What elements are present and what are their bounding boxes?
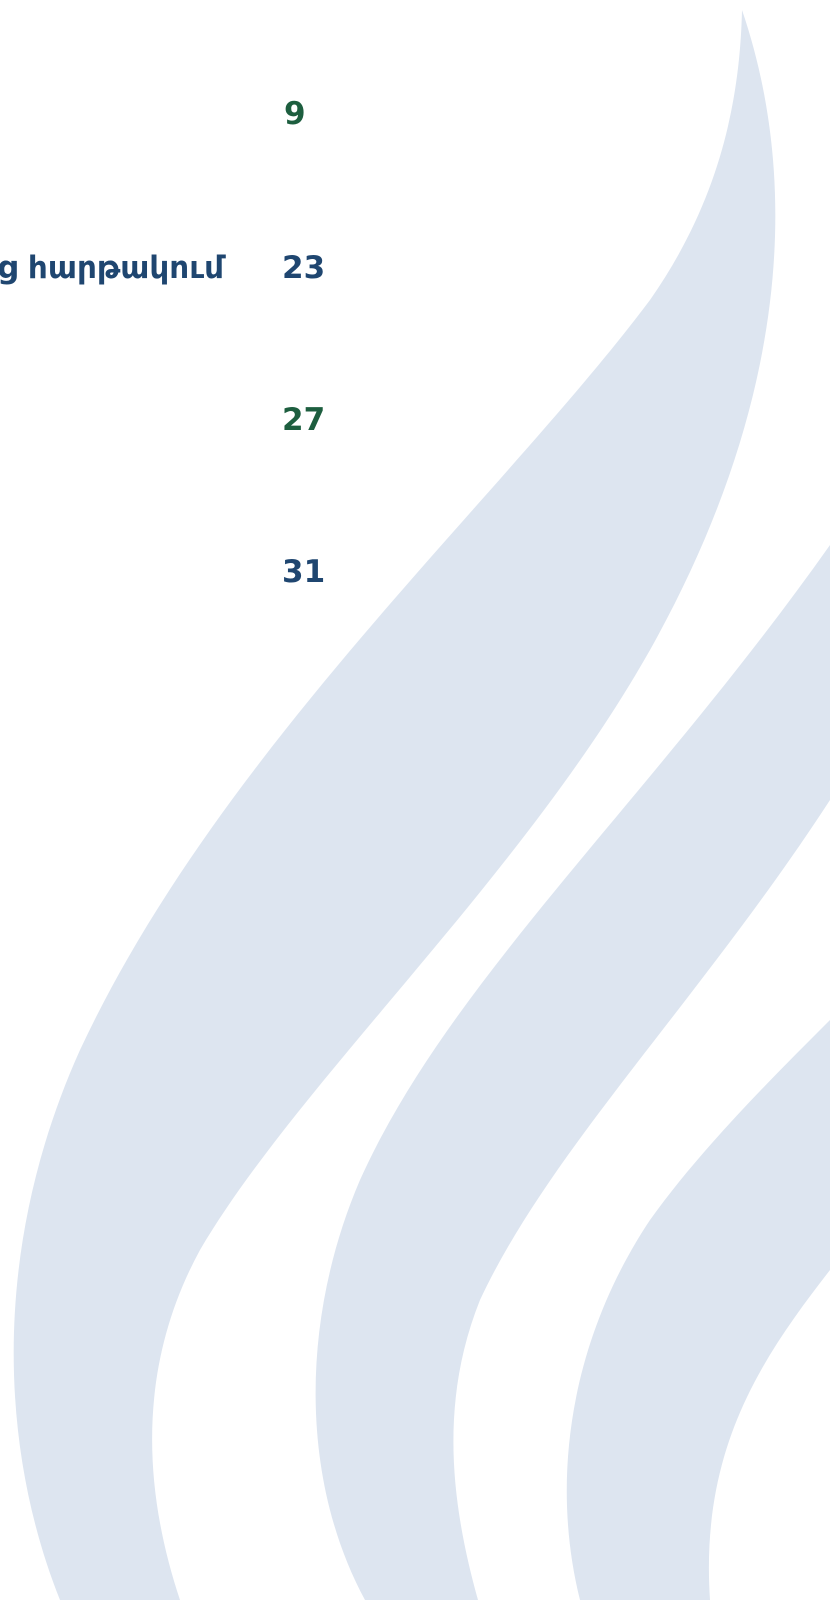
swoosh: [567, 1020, 830, 1600]
background-swooshes: [14, 10, 830, 1600]
page-number: 31: [282, 554, 325, 590]
page-number: 23: [282, 250, 325, 286]
page-number: 27: [282, 402, 325, 438]
entry-title: ց հարթակում: [0, 250, 226, 286]
toc-page: 9 ց հարթակում 23 27 31: [0, 0, 830, 1600]
page: {"entries": [ {"page": 9}, {"title": "ց …: [0, 0, 830, 1600]
page-number: 9: [284, 96, 306, 132]
